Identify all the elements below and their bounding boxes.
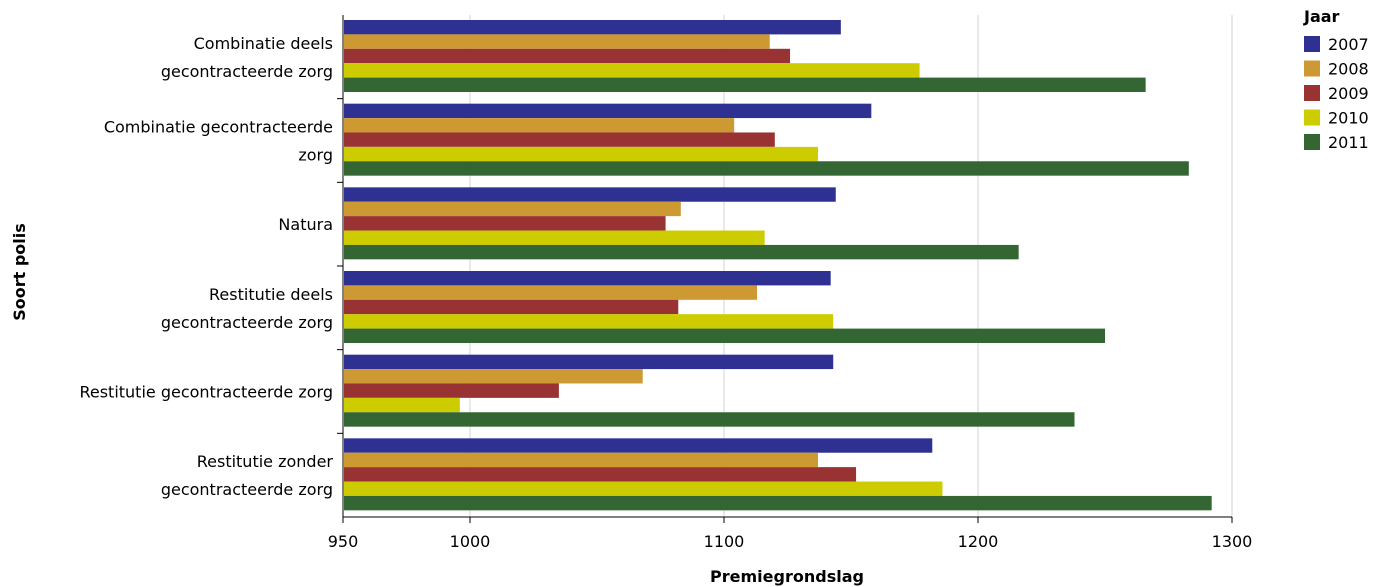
y-tick-label: Restitutie zonder gecontracteerde zorg <box>161 452 334 499</box>
bar <box>344 397 460 413</box>
legend-label: 2008 <box>1328 60 1369 79</box>
legend-swatch <box>1304 36 1320 52</box>
bar <box>344 161 1189 176</box>
bar <box>344 216 666 231</box>
bar <box>344 285 758 300</box>
bar <box>344 314 834 329</box>
y-axis-title: Soort polis <box>10 223 29 321</box>
x-tick-label: 1100 <box>704 532 745 551</box>
x-tick-label: 1000 <box>450 532 491 551</box>
bar <box>344 244 1019 260</box>
legend-swatch <box>1304 85 1320 101</box>
bar <box>344 271 831 286</box>
axes: 950 1000 1100 1200 1300 <box>328 15 1253 551</box>
bar <box>344 452 818 468</box>
legend-title: Jaar <box>1303 7 1340 26</box>
bar <box>344 230 765 245</box>
bar <box>344 118 735 133</box>
bar <box>344 63 920 78</box>
legend: Jaar 2007 2008 2009 2010 2011 <box>1303 7 1369 152</box>
bar <box>344 467 857 482</box>
x-tick-label: 1200 <box>958 532 999 551</box>
bar <box>344 481 943 496</box>
x-tick-label: 950 <box>328 532 359 551</box>
legend-swatch <box>1304 60 1320 77</box>
bar <box>344 299 679 315</box>
bar <box>344 328 1105 343</box>
legend-swatch <box>1304 109 1320 126</box>
legend-label: 2009 <box>1328 84 1369 103</box>
bar <box>344 369 643 384</box>
y-tick-label: Restitutie gecontracteerde zorg <box>79 383 333 402</box>
legend-label: 2007 <box>1328 35 1369 54</box>
legend-label: 2010 <box>1328 109 1369 128</box>
x-tick-label: 1300 <box>1212 532 1253 551</box>
bar <box>344 201 681 217</box>
bar <box>344 132 775 147</box>
bar <box>344 383 559 398</box>
bar <box>344 354 834 370</box>
bar <box>344 48 791 64</box>
bar <box>344 412 1075 427</box>
bar <box>344 103 872 119</box>
bar <box>344 495 1212 511</box>
legend-label: 2011 <box>1328 133 1369 152</box>
y-tick-label: Combinatie deels gecontracteerde zorg <box>161 34 333 81</box>
y-tick-label: Natura <box>278 215 333 234</box>
bar <box>344 146 818 162</box>
bar <box>344 20 841 35</box>
bar <box>344 187 836 202</box>
gridlines <box>469 15 1233 517</box>
x-axis-title: Premiegrondslag <box>710 567 864 586</box>
y-tick-label: Restitutie deels gecontracteerde zorg <box>161 285 333 332</box>
bars <box>344 20 1212 511</box>
category-labels: Combinatie deels gecontracteerde zorg Comb… <box>79 34 333 499</box>
bar <box>344 438 933 453</box>
bar <box>344 77 1146 92</box>
bar <box>344 34 770 49</box>
legend-swatch <box>1304 134 1320 150</box>
y-tick-label: Combinatie gecontracteerde zorg <box>104 118 333 165</box>
